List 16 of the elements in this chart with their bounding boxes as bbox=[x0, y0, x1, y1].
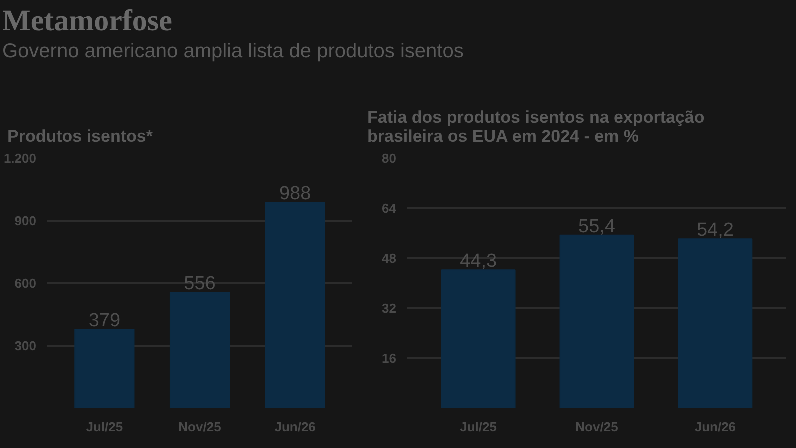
data-label: 556 bbox=[184, 274, 216, 295]
bar bbox=[441, 270, 516, 408]
chart-title: Fatia dos produtos isentos na exportação brasileira os EUA em 2024 - em % bbox=[368, 108, 705, 146]
data-label: 54,2 bbox=[696, 220, 734, 242]
bar bbox=[560, 234, 634, 408]
bar bbox=[170, 292, 230, 408]
text: Metamorfose bbox=[2, 4, 172, 38]
data-label: 55,4 bbox=[578, 216, 616, 238]
text: Governo americano amplia lista de produtos isentos bbox=[2, 40, 464, 62]
bar bbox=[678, 238, 753, 408]
data-label: 379 bbox=[88, 310, 121, 332]
chart-title: Produtos isentos* bbox=[8, 127, 154, 146]
data-label: 988 bbox=[279, 184, 312, 205]
bar bbox=[265, 202, 326, 408]
bar bbox=[74, 329, 135, 408]
data-label: 44,3 bbox=[460, 251, 498, 272]
